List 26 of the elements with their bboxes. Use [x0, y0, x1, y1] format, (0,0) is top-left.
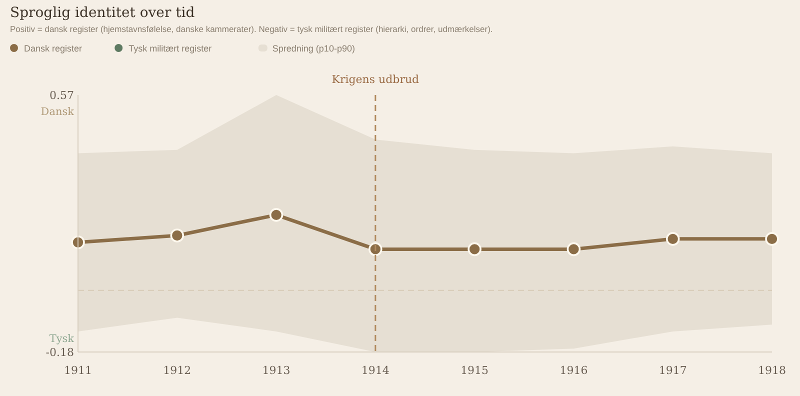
point	[468, 242, 482, 256]
y-tick-label: 0.57	[50, 89, 74, 102]
chart-title: Sproglig identitet over tid	[10, 5, 195, 21]
x-tick-label: 1915	[460, 364, 489, 377]
legend-label: Dansk register	[24, 44, 82, 54]
x-tick-label: 1913	[262, 364, 290, 377]
point	[666, 232, 680, 246]
chart-subtitle: Positiv = dansk register (hjemstavnsfølelse, danske kammerater). Negativ = tysk militært register (hierarki, ordrer, udmærkelser).	[10, 24, 493, 34]
point	[170, 228, 184, 242]
text: Tysk	[49, 333, 75, 345]
x-tick-label: 1916	[560, 364, 588, 377]
point	[71, 235, 85, 250]
x-tick-label: 1917	[658, 364, 687, 377]
x-tick-label: 1912	[163, 364, 192, 377]
point	[269, 208, 284, 222]
ref-line-label: Krigens udbrud	[332, 73, 420, 86]
point	[566, 242, 581, 256]
y-tick-label: -0.18	[46, 346, 74, 359]
point	[368, 242, 382, 256]
x-tick-label: 1911	[64, 364, 92, 377]
point	[765, 232, 779, 246]
text: Dansk	[40, 106, 75, 118]
legend-label: Tysk militært register	[128, 44, 212, 54]
x-tick-label: 1918	[758, 364, 786, 377]
legend-label: Spredning (p10-p90)	[272, 44, 355, 54]
x-tick-label: 1914	[361, 364, 390, 377]
